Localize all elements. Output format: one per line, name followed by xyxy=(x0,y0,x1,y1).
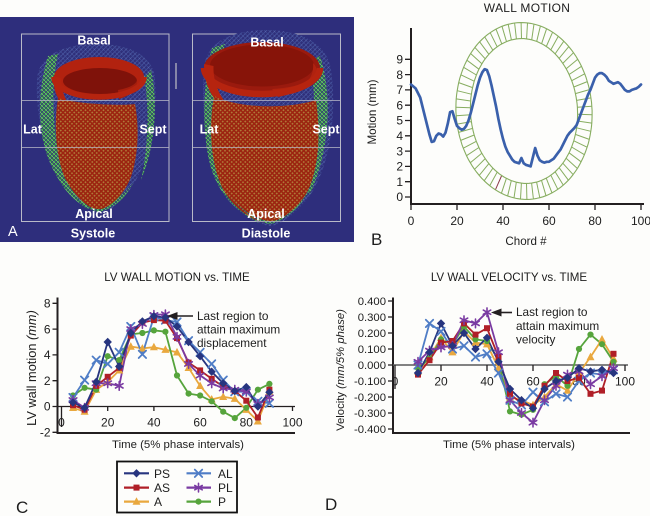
svg-text:4: 4 xyxy=(396,129,403,143)
svg-text:AS: AS xyxy=(154,481,170,495)
svg-text:4: 4 xyxy=(44,348,51,362)
svg-text:Sept: Sept xyxy=(312,123,340,137)
svg-text:0.300: 0.300 xyxy=(358,312,386,324)
svg-text:Lat: Lat xyxy=(200,123,220,137)
svg-text:80: 80 xyxy=(588,214,602,228)
svg-text:Lat: Lat xyxy=(23,123,43,137)
svg-text:5: 5 xyxy=(396,114,403,128)
svg-text:attain maximum: attain maximum xyxy=(197,323,280,337)
svg-text:0: 0 xyxy=(44,400,51,414)
svg-text:Chord #: Chord # xyxy=(505,235,547,248)
svg-text:0.100: 0.100 xyxy=(358,344,386,356)
svg-text:80: 80 xyxy=(240,416,254,430)
svg-text:7: 7 xyxy=(396,83,403,97)
svg-text:2: 2 xyxy=(44,374,51,388)
svg-text:Sept: Sept xyxy=(139,123,167,137)
svg-text:Diastole: Diastole xyxy=(242,227,291,241)
svg-text:100: 100 xyxy=(615,375,635,389)
svg-text:A: A xyxy=(8,224,18,240)
svg-text:A: A xyxy=(154,495,162,509)
svg-text:0.200: 0.200 xyxy=(358,328,386,340)
svg-text:8: 8 xyxy=(44,297,51,311)
svg-text:60: 60 xyxy=(193,416,207,430)
svg-text:20: 20 xyxy=(101,416,115,430)
svg-text:PL: PL xyxy=(218,481,233,495)
svg-text:6: 6 xyxy=(44,322,51,336)
svg-text:-0.400: -0.400 xyxy=(354,424,386,436)
svg-text:40: 40 xyxy=(496,214,510,228)
svg-text:60: 60 xyxy=(526,375,540,389)
svg-text:PS: PS xyxy=(154,467,170,481)
svg-text:0: 0 xyxy=(408,214,415,228)
svg-text:-0.300: -0.300 xyxy=(354,408,386,420)
svg-text:Last region to: Last region to xyxy=(516,305,588,319)
svg-text:C: C xyxy=(16,498,28,516)
svg-text:40: 40 xyxy=(147,416,161,430)
svg-text:Velocity (mm/5% phase): Velocity (mm/5% phase) xyxy=(335,309,347,431)
svg-text:1: 1 xyxy=(396,175,403,189)
svg-text:B: B xyxy=(371,230,382,249)
svg-text:60: 60 xyxy=(542,214,556,228)
svg-text:Motion (mm): Motion (mm) xyxy=(366,79,379,144)
svg-text:100: 100 xyxy=(282,416,302,430)
svg-text:Apical: Apical xyxy=(247,207,285,221)
svg-text:Systole: Systole xyxy=(71,227,116,241)
svg-text:LV WALL VELOCITY vs. TIME: LV WALL VELOCITY vs. TIME xyxy=(431,271,588,284)
svg-text:0.000: 0.000 xyxy=(358,360,386,372)
svg-text:100: 100 xyxy=(631,214,650,228)
svg-text:Time (5% phase intervals): Time (5% phase intervals) xyxy=(112,439,244,451)
svg-text:0: 0 xyxy=(396,190,403,204)
svg-text:0.400: 0.400 xyxy=(358,296,386,308)
svg-text:LV WALL MOTION vs. TIME: LV WALL MOTION vs. TIME xyxy=(104,271,250,284)
svg-text:9: 9 xyxy=(396,53,403,67)
svg-text:WALL MOTION: WALL MOTION xyxy=(484,1,570,15)
svg-text:8: 8 xyxy=(396,68,403,82)
svg-text:Basal: Basal xyxy=(250,36,283,50)
svg-text:3: 3 xyxy=(396,144,403,158)
svg-text:20: 20 xyxy=(450,214,464,228)
svg-text:6: 6 xyxy=(396,98,403,112)
svg-text:AL: AL xyxy=(218,467,233,481)
svg-text:P: P xyxy=(218,495,226,509)
svg-text:40: 40 xyxy=(480,375,494,389)
svg-text:attain maximum: attain maximum xyxy=(516,319,599,333)
svg-text:-0.100: -0.100 xyxy=(354,376,386,388)
svg-text:displacement: displacement xyxy=(197,336,267,350)
svg-text:LV wall motion (mm): LV wall motion (mm) xyxy=(24,310,39,426)
svg-text:Last region to: Last region to xyxy=(197,309,269,323)
svg-text:Apical: Apical xyxy=(75,207,113,221)
svg-text:Time (5% phase intervals): Time (5% phase intervals) xyxy=(443,439,575,451)
svg-text:2: 2 xyxy=(396,160,403,174)
svg-text:velocity: velocity xyxy=(516,333,555,347)
svg-text:-2: -2 xyxy=(40,426,51,440)
svg-text:20: 20 xyxy=(434,375,448,389)
svg-text:D: D xyxy=(325,495,337,514)
svg-text:-0.200: -0.200 xyxy=(354,392,386,404)
svg-text:Basal: Basal xyxy=(77,34,110,48)
